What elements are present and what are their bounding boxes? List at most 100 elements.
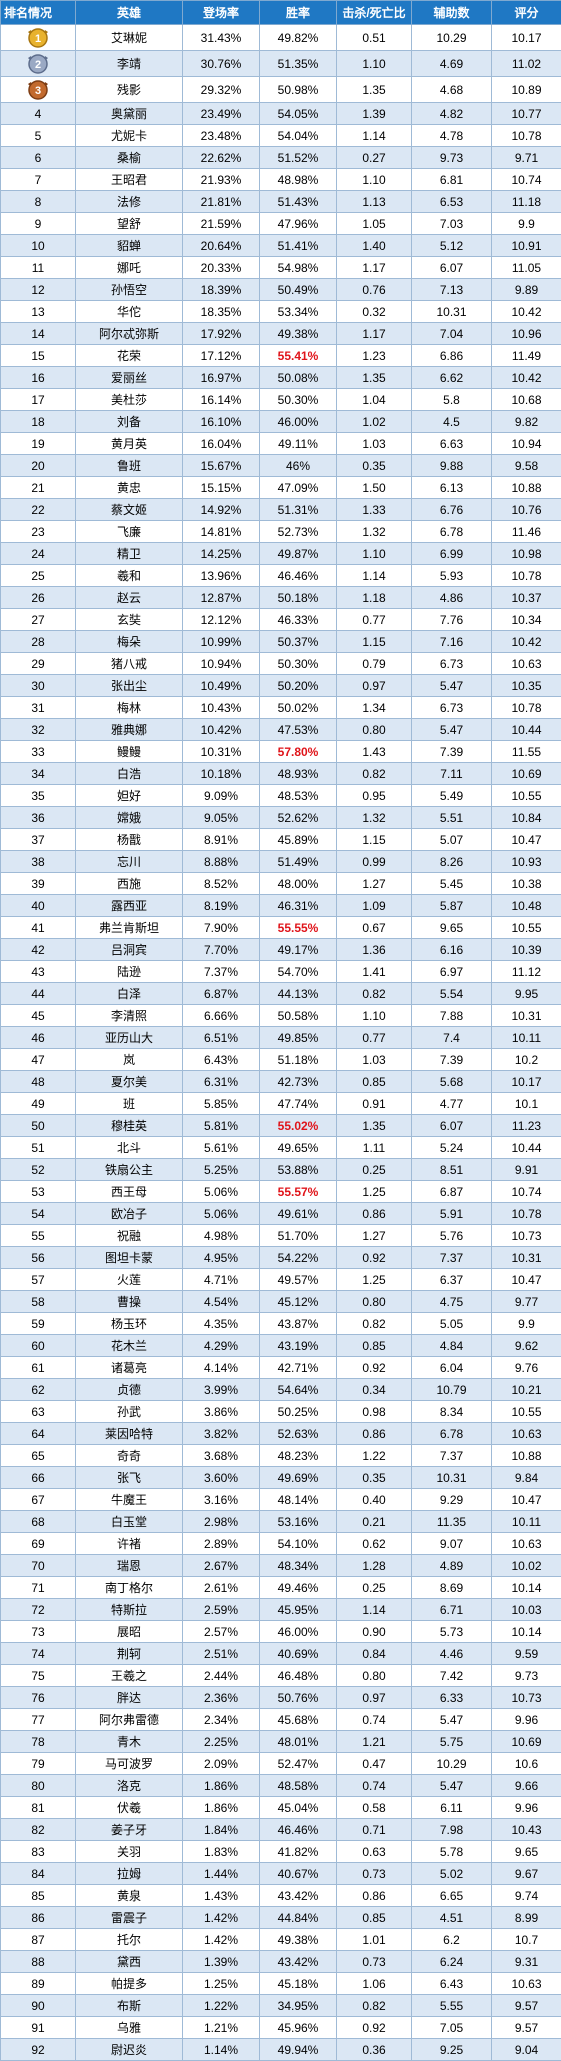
pick-rate-cell: 5.25% (183, 1159, 260, 1181)
win-rate-cell: 49.11% (260, 433, 337, 455)
hero-cell: 班 (76, 1093, 183, 1115)
win-rate-cell: 49.61% (260, 1203, 337, 1225)
kd-ratio-cell: 0.76 (337, 279, 412, 301)
kd-ratio-cell: 0.91 (337, 1093, 412, 1115)
kd-ratio-cell: 0.92 (337, 1247, 412, 1269)
pick-rate-cell: 5.81% (183, 1115, 260, 1137)
rank-cell: 43 (1, 961, 76, 983)
score-cell: 10.39 (492, 939, 561, 961)
rank-cell: 20 (1, 455, 76, 477)
hero-cell: 孙悟空 (76, 279, 183, 301)
rank-cell: 33 (1, 741, 76, 763)
win-rate-cell: 49.69% (260, 1467, 337, 1489)
hero-cell: 铁扇公主 (76, 1159, 183, 1181)
win-rate-cell: 47.09% (260, 477, 337, 499)
win-rate-cell: 45.12% (260, 1291, 337, 1313)
win-rate-cell: 48.58% (260, 1775, 337, 1797)
kd-ratio-cell: 0.82 (337, 1995, 412, 2017)
score-cell: 10.84 (492, 807, 561, 829)
rank-cell: 52 (1, 1159, 76, 1181)
kd-ratio-cell: 1.25 (337, 1181, 412, 1203)
hero-cell: 亚历山大 (76, 1027, 183, 1049)
assists-cell: 6.53 (412, 191, 492, 213)
gold-medal-icon: 1 (25, 27, 51, 49)
header-pick-rate: 登场率 (183, 1, 260, 25)
kd-ratio-cell: 0.86 (337, 1203, 412, 1225)
rank-cell: 35 (1, 785, 76, 807)
score-cell: 10.73 (492, 1687, 561, 1709)
rank-cell: 22 (1, 499, 76, 521)
hero-cell: 莱因哈特 (76, 1423, 183, 1445)
assists-cell: 10.29 (412, 25, 492, 51)
pick-rate-cell: 4.29% (183, 1335, 260, 1357)
win-rate-cell: 51.70% (260, 1225, 337, 1247)
rank-cell: 78 (1, 1731, 76, 1753)
hero-cell: 乌雅 (76, 2017, 183, 2039)
kd-ratio-cell: 0.35 (337, 1467, 412, 1489)
assists-cell: 9.07 (412, 1533, 492, 1555)
hero-cell: 刘备 (76, 411, 183, 433)
pick-rate-cell: 1.21% (183, 2017, 260, 2039)
hero-cell: 火莲 (76, 1269, 183, 1291)
hero-cell: 花木兰 (76, 1335, 183, 1357)
rank-cell: 24 (1, 543, 76, 565)
rank-cell: 34 (1, 763, 76, 785)
win-rate-cell: 45.89% (260, 829, 337, 851)
hero-cell: 贞德 (76, 1379, 183, 1401)
rank-cell: 19 (1, 433, 76, 455)
score-cell: 10.31 (492, 1005, 561, 1027)
pick-rate-cell: 3.16% (183, 1489, 260, 1511)
assists-cell: 4.5 (412, 411, 492, 433)
pick-rate-cell: 8.91% (183, 829, 260, 851)
kd-ratio-cell: 1.35 (337, 1115, 412, 1137)
pick-rate-cell: 17.12% (183, 345, 260, 367)
assists-cell: 7.42 (412, 1665, 492, 1687)
score-cell: 10.55 (492, 917, 561, 939)
assists-cell: 6.63 (412, 433, 492, 455)
kd-ratio-cell: 0.51 (337, 25, 412, 51)
win-rate-cell: 48.01% (260, 1731, 337, 1753)
hero-cell: 黄忠 (76, 477, 183, 499)
win-rate-cell: 43.42% (260, 1951, 337, 1973)
header-row: 排名情况 英雄 登场率 胜率 击杀/死亡比 辅助数 评分 (1, 1, 561, 25)
pick-rate-cell: 1.86% (183, 1775, 260, 1797)
score-cell: 9.57 (492, 1995, 561, 2017)
win-rate-cell: 50.98% (260, 77, 337, 103)
win-rate-cell: 48.23% (260, 1445, 337, 1467)
kd-ratio-cell: 0.99 (337, 851, 412, 873)
hero-cell: 美杜莎 (76, 389, 183, 411)
pick-rate-cell: 1.39% (183, 1951, 260, 1973)
win-rate-cell: 52.62% (260, 807, 337, 829)
win-rate-cell: 50.20% (260, 675, 337, 697)
win-rate-cell: 48.93% (260, 763, 337, 785)
rank-cell: 39 (1, 873, 76, 895)
assists-cell: 5.47 (412, 1775, 492, 1797)
rank-cell: 87 (1, 1929, 76, 1951)
assists-cell: 5.47 (412, 719, 492, 741)
assists-cell: 6.97 (412, 961, 492, 983)
pick-rate-cell: 23.48% (183, 125, 260, 147)
win-rate-cell: 52.73% (260, 521, 337, 543)
score-cell: 10.37 (492, 587, 561, 609)
hero-cell: 马可波罗 (76, 1753, 183, 1775)
score-cell: 11.23 (492, 1115, 561, 1137)
kd-ratio-cell: 0.84 (337, 1643, 412, 1665)
hero-cell: 瑞恩 (76, 1555, 183, 1577)
pick-rate-cell: 12.87% (183, 587, 260, 609)
assists-cell: 7.88 (412, 1005, 492, 1027)
kd-ratio-cell: 0.71 (337, 1819, 412, 1841)
rank-cell: 9 (1, 213, 76, 235)
kd-ratio-cell: 1.25 (337, 1269, 412, 1291)
hero-cell: 姜子牙 (76, 1819, 183, 1841)
kd-ratio-cell: 1.27 (337, 873, 412, 895)
pick-rate-cell: 1.44% (183, 1863, 260, 1885)
